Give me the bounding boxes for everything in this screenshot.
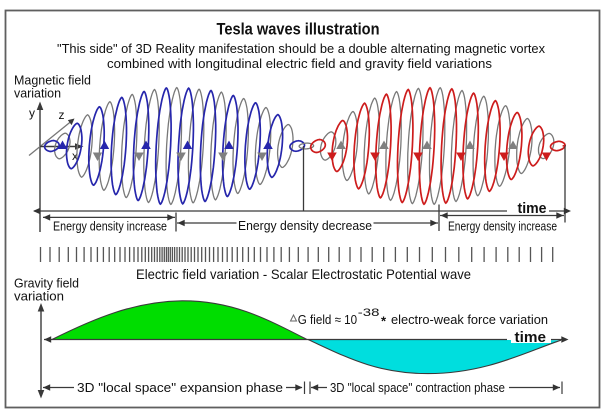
svg-text:y: y	[29, 106, 35, 120]
svg-text:Tesla waves illustration: Tesla waves illustration	[217, 19, 380, 38]
svg-text:G field ≈ 10: G field ≈ 10	[298, 312, 357, 327]
svg-text:Energy density increase: Energy density increase	[53, 220, 167, 234]
svg-text:z: z	[59, 108, 65, 122]
svg-text:3D "local space" expansion pha: 3D "local space" expansion phase	[77, 380, 283, 395]
svg-text:"This side" of 3D Reality mani: "This side" of 3D Reality manifestation …	[57, 41, 545, 56]
svg-text:variation: variation	[14, 86, 61, 101]
svg-text:x: x	[72, 149, 78, 163]
svg-text:*: *	[381, 314, 387, 329]
svg-text:variation: variation	[14, 289, 64, 304]
svg-text:Energy density decrease: Energy density decrease	[238, 219, 372, 233]
svg-text:-38: -38	[358, 307, 380, 319]
svg-text:electro-weak force variation: electro-weak force variation	[391, 312, 548, 327]
svg-text:Electric field variation - Sca: Electric field variation - Scalar Electr…	[136, 267, 471, 282]
svg-text:Energy density increase: Energy density increase	[448, 220, 557, 234]
svg-text:3D "local space" contraction p: 3D "local space" contraction phase	[330, 380, 505, 395]
svg-text:Magnetic field: Magnetic field	[14, 73, 91, 88]
svg-text:combined with longitudinal ele: combined with longitudinal electric fiel…	[107, 56, 492, 71]
svg-text:time: time	[515, 329, 547, 346]
svg-text:time: time	[518, 200, 547, 217]
svg-text:Gravity field: Gravity field	[14, 276, 79, 291]
